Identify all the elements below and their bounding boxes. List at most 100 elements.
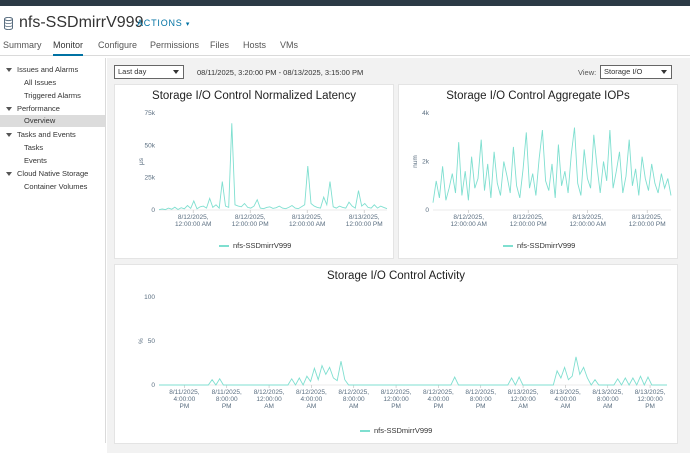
- view-select-value: Storage I/O: [604, 67, 643, 76]
- x-tick-label: PM: [645, 403, 655, 410]
- x-tick-label: 8/13/2025,: [550, 389, 581, 396]
- x-tick-label: 12:00:00 PM: [346, 221, 383, 228]
- view-label: View:: [578, 68, 597, 77]
- y-tick-label: 0: [151, 382, 155, 389]
- latency-chart-title: Storage I/O Control Normalized Latency: [152, 90, 356, 102]
- y-tick-label: 0: [425, 207, 429, 214]
- actions-label: ACTIONS: [137, 18, 183, 28]
- chevron-down-icon: [173, 70, 179, 74]
- x-tick-label: 12:00:00 AM: [569, 221, 606, 228]
- y-axis-label: μs: [138, 157, 145, 165]
- tab-summary[interactable]: Summary: [3, 40, 42, 50]
- x-tick-label: PM: [222, 403, 232, 410]
- period-select[interactable]: Last day: [114, 65, 184, 79]
- x-tick-label: 4:00:00: [174, 396, 196, 403]
- x-tick-label: AM: [561, 403, 571, 410]
- monitor-sidebar: Issues and Alarms All Issues Triggered A…: [0, 58, 106, 443]
- x-tick-label: 12:00:00 AM: [289, 221, 326, 228]
- x-tick-label: 12:00:00: [637, 396, 663, 403]
- series-line: [158, 123, 388, 211]
- caret-down-icon[interactable]: [6, 133, 12, 137]
- actions-menu-button[interactable]: ACTIONS ▾: [137, 18, 190, 28]
- x-tick-label: 8/12/2025,: [235, 214, 266, 221]
- x-tick-label: 8/13/2025,: [349, 214, 380, 221]
- x-tick-label: 8/12/2025,: [423, 389, 454, 396]
- datastore-icon: [4, 17, 13, 30]
- x-tick-label: AM: [264, 403, 274, 410]
- x-tick-label: 8/12/2025,: [465, 389, 496, 396]
- tab-permissions[interactable]: Permissions: [150, 40, 200, 50]
- x-tick-label: AM: [349, 403, 359, 410]
- page-title: nfs-SSDmirrV999: [19, 14, 144, 31]
- tab-monitor[interactable]: Monitor: [53, 40, 84, 56]
- sidebar-item-all-issues[interactable]: All Issues: [24, 78, 57, 87]
- iops-chart-legend[interactable]: nfs-SSDmirrV999: [503, 241, 575, 250]
- x-tick-label: 4:00:00: [555, 396, 577, 403]
- x-tick-label: PM: [391, 403, 401, 410]
- x-tick-label: AM: [518, 403, 528, 410]
- caret-down-icon[interactable]: [6, 172, 12, 176]
- series-line: [432, 127, 672, 203]
- latency-chart-panel: Storage I/O Control Normalized Latency 7…: [114, 84, 394, 259]
- y-tick-label: 0: [151, 207, 155, 214]
- period-select-value: Last day: [118, 67, 147, 76]
- y-axis-label: num: [412, 155, 419, 168]
- x-tick-label: 8/11/2025,: [212, 389, 242, 396]
- x-tick-label: 12:00:00 AM: [175, 221, 212, 228]
- chevron-down-icon: ▾: [185, 21, 191, 28]
- sidebar-item-container-volumes[interactable]: Container Volumes: [24, 182, 88, 191]
- x-tick-label: PM: [180, 403, 190, 410]
- view-select[interactable]: Storage I/O: [600, 65, 672, 79]
- x-tick-label: 8/13/2025,: [592, 389, 623, 396]
- iops-legend-label: nfs-SSDmirrV999: [517, 241, 576, 250]
- activity-legend-label: nfs-SSDmirrV999: [374, 426, 433, 435]
- y-tick-label: 75k: [145, 110, 156, 117]
- tab-hosts[interactable]: Hosts: [243, 40, 267, 50]
- x-tick-label: 8/12/2025,: [381, 389, 412, 396]
- tab-configure[interactable]: Configure: [98, 40, 138, 50]
- x-tick-label: 8/12/2025,: [296, 389, 327, 396]
- caret-down-icon[interactable]: [6, 68, 12, 72]
- x-tick-label: 12:00:00 PM: [629, 221, 666, 228]
- sidebar-item-overview[interactable]: Overview: [0, 115, 105, 127]
- x-tick-label: 8:00:00: [597, 396, 619, 403]
- series-line: [159, 356, 667, 387]
- legend-swatch: [219, 245, 229, 247]
- latency-chart-legend[interactable]: nfs-SSDmirrV999: [219, 241, 291, 250]
- iops-chart-panel: Storage I/O Control Aggregate IOPs 4k 2k 0…: [398, 84, 678, 259]
- x-tick-label: 12:00:00 AM: [450, 221, 487, 228]
- sidebar-group-cloud-native-storage[interactable]: Cloud Native Storage: [17, 169, 89, 178]
- x-tick-label: 4:00:00: [428, 396, 450, 403]
- object-header: nfs-SSDmirrV999 ACTIONS ▾: [0, 6, 690, 36]
- x-tick-label: 8/11/2025,: [169, 389, 199, 396]
- x-tick-label: 8/12/2025,: [254, 389, 285, 396]
- tab-files[interactable]: Files: [210, 40, 230, 50]
- y-tick-label: 100: [144, 294, 155, 301]
- x-tick-label: 8/13/2025,: [635, 389, 666, 396]
- x-tick-label: 8/13/2025,: [508, 389, 539, 396]
- caret-down-icon[interactable]: [6, 107, 12, 111]
- sidebar-item-events[interactable]: Events: [24, 156, 47, 165]
- top-bar: [0, 0, 690, 6]
- x-tick-label: 12:00:00 PM: [232, 221, 269, 228]
- x-tick-label: 8:00:00: [470, 396, 492, 403]
- tab-vms[interactable]: VMs: [280, 40, 298, 50]
- x-tick-label: 8/13/2025,: [572, 214, 603, 221]
- x-tick-label: 12:00:00: [383, 396, 409, 403]
- x-tick-label: 8/12/2025,: [453, 214, 484, 221]
- legend-swatch: [360, 430, 370, 432]
- sidebar-group-issues[interactable]: Issues and Alarms: [17, 65, 79, 74]
- x-tick-label: PM: [476, 403, 486, 410]
- x-tick-label: PM: [434, 403, 444, 410]
- sidebar-group-tasks-events[interactable]: Tasks and Events: [17, 130, 76, 139]
- sidebar-item-triggered-alarms[interactable]: Triggered Alarms: [24, 91, 81, 100]
- activity-chart-legend[interactable]: nfs-SSDmirrV999: [360, 426, 432, 435]
- latency-legend-label: nfs-SSDmirrV999: [233, 241, 292, 250]
- y-axis-label: %: [138, 338, 145, 344]
- x-tick-label: 8/13/2025,: [292, 214, 323, 221]
- sidebar-group-performance[interactable]: Performance: [17, 104, 60, 113]
- x-tick-label: 12:00:00: [256, 396, 282, 403]
- sidebar-item-tasks[interactable]: Tasks: [24, 143, 44, 152]
